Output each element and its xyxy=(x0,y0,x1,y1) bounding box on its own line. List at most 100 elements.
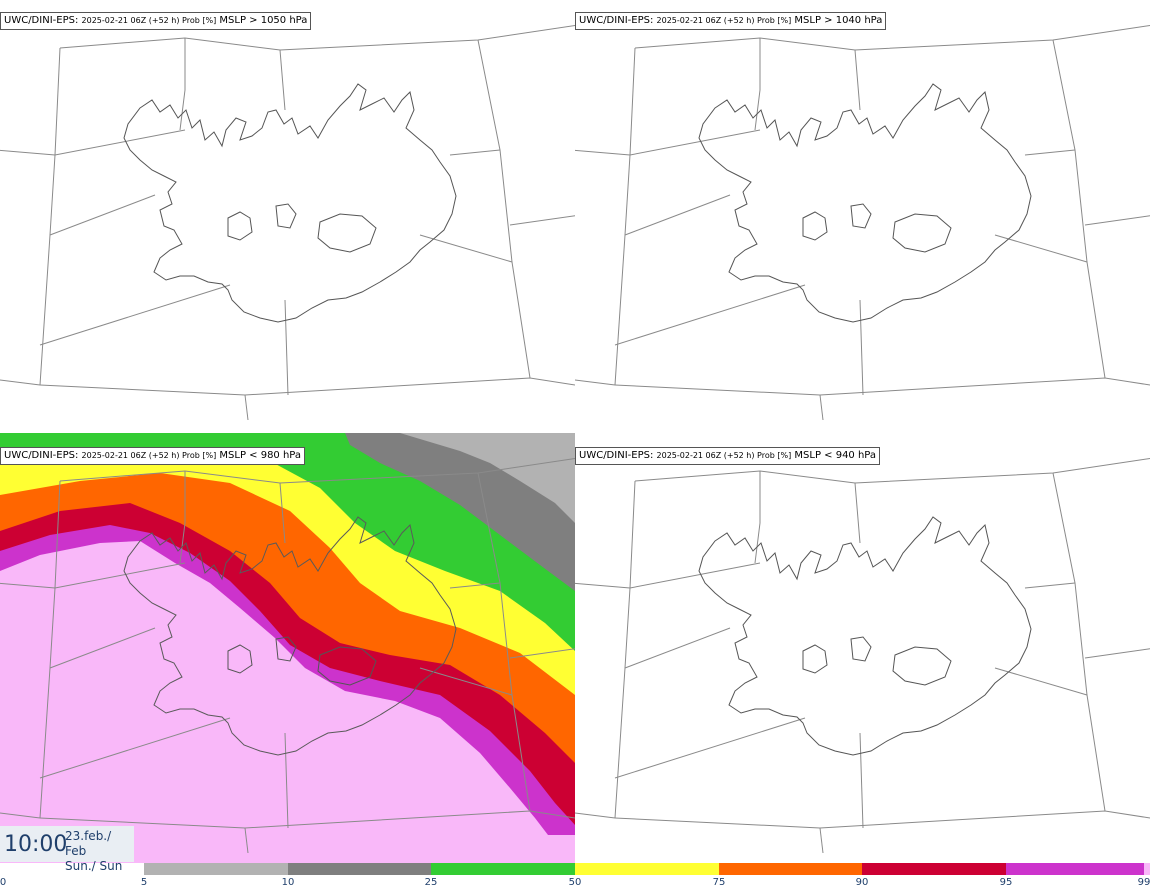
colorbar-bin xyxy=(1144,863,1150,875)
grid-line xyxy=(0,129,186,156)
grid-line xyxy=(179,471,186,564)
grid-line xyxy=(419,234,513,263)
grid-line xyxy=(0,812,41,819)
map-panel-mslp-gt-1040: UWC/DINI-EPS: 2025-02-21 06Z (+52 h) Pro… xyxy=(575,0,1150,430)
lat-lon-grid xyxy=(575,457,1150,854)
colorbar-bin xyxy=(719,863,862,875)
grid-line xyxy=(39,810,575,829)
lake-outline xyxy=(317,646,377,686)
iceland-coastline xyxy=(123,83,457,323)
grid-line xyxy=(477,472,531,812)
colorbar-bin xyxy=(862,863,1006,875)
colorbar-tick-label: 99 xyxy=(1137,877,1150,888)
lake-outline xyxy=(227,211,253,241)
model-name: UWC/DINI-EPS xyxy=(579,15,650,26)
coastline-path xyxy=(698,516,1032,756)
grid-line xyxy=(614,284,806,346)
colorbar-bin xyxy=(575,863,719,875)
run-info: 2025-02-21 06Z (+52 h) Prob [%] xyxy=(81,451,217,460)
valid-time: 10:00 xyxy=(4,832,68,857)
grid-line xyxy=(614,47,636,386)
map-canvas xyxy=(0,24,575,421)
grid-line xyxy=(179,38,186,131)
grid-line xyxy=(39,47,61,386)
colorbar-tick-label: 0 xyxy=(0,877,7,888)
grid-line xyxy=(819,827,824,854)
valid-date: 23.feb./ Feb Sun./ Sun xyxy=(65,829,134,874)
coastline-path xyxy=(123,516,457,756)
grid-line xyxy=(624,194,731,236)
grid-line xyxy=(1024,582,1076,589)
grid-line xyxy=(854,49,861,111)
grid-line xyxy=(1084,215,1150,226)
grid-line xyxy=(575,562,761,589)
coastline-path xyxy=(698,83,1032,323)
probability-colorbar xyxy=(144,863,1150,875)
panel-title: UWC/DINI-EPS: 2025-02-21 06Z (+52 h) Pro… xyxy=(575,447,881,465)
map-panel-mslp-lt-980: UWC/DINI-EPS: 2025-02-21 06Z (+52 h) Pro… xyxy=(0,433,575,863)
grid-line xyxy=(575,379,616,386)
valid-date-line1: 23.feb./ Feb xyxy=(65,829,112,858)
colorbar-tick-label: 5 xyxy=(140,877,148,888)
model-name: UWC/DINI-EPS xyxy=(579,450,650,461)
run-info: 2025-02-21 06Z (+52 h) Prob [%] xyxy=(656,451,792,460)
grid-line xyxy=(994,667,1088,696)
grid-line xyxy=(575,129,761,156)
panel-title: UWC/DINI-EPS: 2025-02-21 06Z (+52 h) Pro… xyxy=(0,12,312,30)
grid-line xyxy=(39,377,575,396)
grid-line xyxy=(284,732,289,829)
grid-line xyxy=(1052,472,1106,812)
colorbar-bin xyxy=(288,863,431,875)
lake-outline xyxy=(892,646,952,686)
map-panel-mslp-lt-940: UWC/DINI-EPS: 2025-02-21 06Z (+52 h) Pro… xyxy=(575,433,1150,863)
grid-line xyxy=(1024,149,1076,156)
grid-line xyxy=(279,482,286,544)
grid-line xyxy=(477,39,531,379)
colorbar-bin xyxy=(431,863,575,875)
grid-line xyxy=(49,194,156,236)
iceland-coastline xyxy=(123,516,457,756)
grid-line xyxy=(49,627,156,669)
colorbar-tick-label: 25 xyxy=(424,877,438,888)
lat-lon-grid xyxy=(575,24,1150,421)
grid-line xyxy=(244,394,249,421)
colorbar-tick-label: 75 xyxy=(712,877,726,888)
grid-line xyxy=(614,717,806,779)
grid-line xyxy=(39,717,231,779)
grid-line xyxy=(0,379,41,386)
grid-line xyxy=(575,812,616,819)
map-canvas xyxy=(0,433,575,863)
map-canvas xyxy=(575,457,1150,854)
coastline-path xyxy=(123,83,457,323)
grid-line xyxy=(509,215,575,226)
iceland-coastline xyxy=(698,516,1032,756)
colorbar-bin xyxy=(1006,863,1144,875)
grid-line xyxy=(419,667,513,696)
valid-date-line2: Sun./ Sun xyxy=(65,859,123,873)
grid-line xyxy=(614,480,636,819)
grid-line xyxy=(859,732,864,829)
probability-fill xyxy=(0,433,575,863)
colorbar-tick-label: 95 xyxy=(999,877,1013,888)
lake-outline xyxy=(227,644,253,674)
iceland-coastline xyxy=(698,83,1032,323)
grid-line xyxy=(614,810,1150,829)
grid-line xyxy=(624,627,731,669)
field-name: MSLP < 980 hPa xyxy=(219,450,302,461)
grid-line xyxy=(449,582,501,589)
lake-outline xyxy=(850,203,872,229)
grid-line xyxy=(244,827,249,854)
model-name: UWC/DINI-EPS xyxy=(4,15,75,26)
prob-10-25 xyxy=(0,433,575,591)
panel-title: UWC/DINI-EPS: 2025-02-21 06Z (+52 h) Pro… xyxy=(0,447,306,465)
lat-lon-grid xyxy=(0,24,575,421)
map-panel-mslp-gt-1050: UWC/DINI-EPS: 2025-02-21 06Z (+52 h) Pro… xyxy=(0,0,575,430)
lake-outline xyxy=(275,203,297,229)
grid-line xyxy=(39,480,61,819)
run-info: 2025-02-21 06Z (+52 h) Prob [%] xyxy=(656,16,792,25)
grid-line xyxy=(39,284,231,346)
grid-line xyxy=(614,377,1150,396)
lat-lon-grid xyxy=(0,457,575,854)
panel-title: UWC/DINI-EPS: 2025-02-21 06Z (+52 h) Pro… xyxy=(575,12,887,30)
grid-line xyxy=(994,234,1088,263)
